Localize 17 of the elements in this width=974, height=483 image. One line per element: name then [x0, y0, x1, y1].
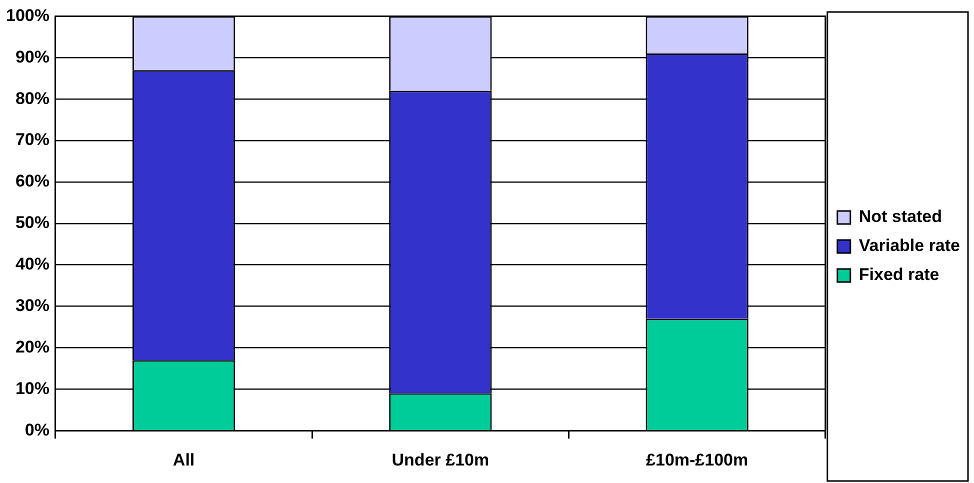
- y-tick-label: 80%: [15, 88, 50, 108]
- y-tick-label: 40%: [15, 254, 50, 274]
- x-tick-label: Under £10m: [392, 450, 490, 470]
- legend-label: Fixed rate: [858, 265, 940, 284]
- y-tick-label: 60%: [15, 172, 50, 191]
- y-tick-label: 50%: [15, 213, 50, 232]
- y-tick-label: 70%: [15, 130, 50, 150]
- y-tick-label: 10%: [15, 378, 50, 398]
- y-tick-label: 90%: [15, 47, 50, 66]
- x-tick-label: £10m-£100m: [646, 450, 748, 470]
- legend-label: Variable rate: [858, 236, 960, 256]
- x-tick-label: All: [172, 450, 195, 470]
- legend-label: Not stated: [858, 207, 942, 226]
- y-tick-label: 20%: [15, 337, 50, 356]
- y-tick-label: 100%: [6, 6, 50, 25]
- y-tick-label: 0%: [24, 420, 50, 440]
- y-tick-label: 30%: [15, 296, 50, 315]
